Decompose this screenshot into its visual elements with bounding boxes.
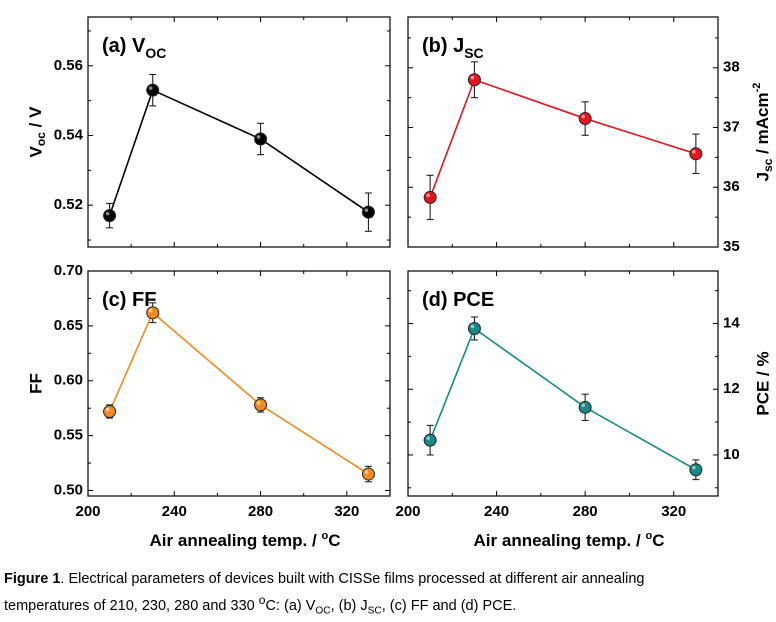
caption-sub-oc: OC [315, 605, 331, 617]
series-line [429, 78, 697, 198]
y-tick-label: 14 [723, 315, 740, 332]
y-tick-label: 0.56 [54, 57, 83, 74]
panel-title: (d) PCE [422, 289, 494, 311]
chart-panel-c: 200 240 280 320 Air annealing temp. / oC 0.50… [26, 262, 391, 550]
caption-sub-sc: SC [367, 605, 382, 617]
chart-panel-b: 35 36 37 38 Jsc / mAcm-2 (b) JSC [407, 16, 775, 255]
data-point [423, 433, 437, 447]
x-tick-label: 320 [334, 503, 359, 520]
x-tick-label: 240 [484, 503, 509, 520]
data-point-highlight [692, 150, 696, 154]
data-point-highlight [581, 403, 585, 408]
chart-panel-d: 200 240 280 320 Air annealing temp. / oC 10 12… [395, 270, 772, 550]
x-tick-label: 200 [75, 503, 100, 520]
data-point-highlight [105, 407, 110, 412]
caption-part-b: , (b) J [330, 597, 368, 614]
x-axis-label: Air annealing temp. / oC [474, 530, 665, 550]
panel-title: (c) FF [102, 289, 156, 311]
data-point [689, 463, 703, 477]
x-axis-label-tail: C [328, 531, 340, 550]
y-axis-label-sub: oc [34, 132, 48, 146]
data-point [578, 112, 592, 126]
data-point [423, 190, 437, 204]
data-point-highlight [426, 193, 430, 198]
caption-line1: . Electrical parameters of devices built… [60, 571, 645, 587]
data-point [103, 209, 117, 223]
y-axis-label: Voc / V [26, 106, 48, 158]
data-point-highlight [426, 436, 430, 440]
y-tick-label: 0.60 [54, 372, 83, 389]
y-axis-label: FF [26, 373, 45, 394]
y-tick-label: 0.65 [54, 317, 83, 334]
panel-title-sub: OC [145, 45, 166, 61]
data-point-highlight [692, 465, 696, 470]
x-tick-label: 280 [248, 503, 273, 520]
data-point [361, 467, 375, 481]
data-point-highlight [148, 308, 153, 313]
y-tick-label: 0.55 [54, 427, 83, 444]
data-point-highlight [470, 324, 475, 329]
y-axis-label: Jsc / mAcm-2 [751, 83, 775, 182]
data-point [578, 400, 592, 414]
data-point-highlight [256, 135, 261, 139]
y-tick-label: 37 [723, 118, 740, 135]
caption-line2-start: temperatures of 210, 230, 280 and 330 [4, 597, 259, 614]
data-point [467, 73, 481, 87]
y-tick-label: 0.70 [54, 262, 83, 279]
y-axis-label-unit: / V [26, 106, 45, 132]
data-point [361, 205, 375, 219]
series-line [108, 311, 369, 475]
plot-frame [87, 270, 391, 497]
x-axis-label-sup: o [321, 530, 328, 542]
data-point-highlight [105, 211, 110, 216]
caption-degree: o [258, 593, 266, 607]
x-axis-label: Air annealing temp. / oC [150, 530, 341, 550]
caption-part-a: C: (a) V [265, 597, 316, 614]
data-point-highlight [470, 75, 475, 80]
x-tick-label: 280 [573, 503, 598, 520]
data-point-highlight [364, 208, 369, 212]
x-axis-label-tail: C [652, 531, 664, 550]
y-tick-label: 36 [723, 178, 740, 195]
data-point [146, 83, 160, 97]
y-axis-label-sub: sc [761, 158, 775, 172]
data-point-highlight [148, 86, 153, 90]
series-line [108, 89, 369, 216]
y-tick-label: 0.52 [54, 196, 83, 213]
y-axis-label-unit: / mAcm [753, 92, 772, 158]
data-point-highlight [581, 114, 585, 119]
data-point [254, 132, 268, 146]
panel-title: (a) VOC [102, 35, 166, 61]
series-line [429, 327, 697, 471]
panel-title: (b) JSC [422, 35, 484, 61]
caption-label: Figure 1 [4, 571, 61, 587]
data-point-highlight [364, 470, 369, 474]
y-tick-label: 35 [723, 238, 740, 255]
data-point [467, 321, 481, 335]
y-axis-label-sup: -2 [751, 83, 763, 93]
figure-caption: Figure 1. Electrical parameters of devic… [4, 569, 772, 622]
data-point-highlight [256, 401, 261, 405]
figure: 0.52 0.54 0.56 Voc / V (a) VOC 35 36 37 38 Jsc / … [26, 16, 775, 550]
panel-title-sub: SC [464, 45, 483, 61]
y-tick-label: 10 [723, 446, 740, 463]
plot-frame [407, 16, 719, 248]
y-tick-label: 38 [723, 59, 740, 76]
y-tick-label: 0.50 [54, 481, 83, 498]
y-axis-label: PCE / % [753, 351, 772, 415]
plot-frame [87, 16, 391, 248]
x-axis-label-sup: o [645, 530, 652, 542]
data-point [146, 306, 160, 320]
x-tick-label: 240 [162, 503, 187, 520]
chart-panel-a: 0.52 0.54 0.56 Voc / V (a) VOC [26, 16, 391, 248]
x-tick-label: 320 [661, 503, 686, 520]
data-point [254, 398, 268, 412]
data-point [689, 147, 703, 161]
caption-part-c: , (c) FF and (d) PCE. [381, 597, 517, 614]
y-tick-label: 12 [723, 380, 740, 397]
x-tick-label: 200 [395, 503, 420, 520]
plot-frame [407, 270, 719, 497]
y-tick-label: 0.54 [54, 126, 84, 143]
data-point [103, 404, 117, 418]
